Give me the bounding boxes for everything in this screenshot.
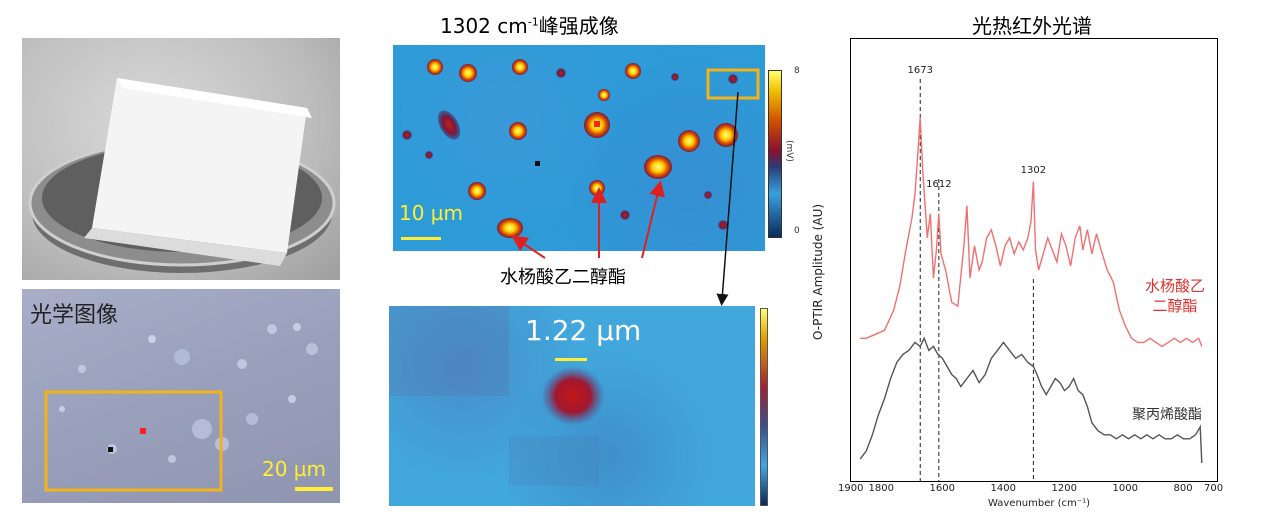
ptir-intensity-map: 10 µm: [393, 45, 765, 251]
spectrum-title: 光热红外光谱: [972, 14, 1092, 38]
imaging-title: 1302 cm-1峰强成像: [440, 10, 619, 39]
peak-label-1612: 1612: [926, 179, 951, 190]
spectrum-plot-area: 1673 1612 1302: [850, 38, 1218, 482]
map-colorbar: [768, 70, 782, 238]
spectrum-chart: 1673 1612 1302: [859, 65, 1203, 481]
x-tick-1800: 1800: [868, 483, 894, 494]
x-tick-1200: 1200: [1051, 483, 1077, 494]
zoom-size-label: 1.22 µm: [525, 314, 642, 347]
optical-scalebar-label: 20 µm: [262, 457, 327, 481]
optical-image-title: 光学图像: [30, 303, 119, 328]
spectrum-x-ticks: 1900 1800 1600 1400 1200 1000 800 700: [838, 483, 1240, 497]
imaging-title-prefix: 1302 cm: [440, 14, 528, 38]
map-colorbar-max: 8: [794, 66, 800, 76]
map-scalebar-label: 10 µm: [399, 201, 464, 225]
x-tick-800: 800: [1173, 483, 1193, 494]
x-tick-1900: 1900: [838, 483, 864, 494]
ptir-hotspots: [401, 59, 760, 240]
sample-photo-drawing: [28, 78, 336, 273]
imaging-title-sup: -1: [527, 15, 539, 29]
zoom-colorbar: [760, 308, 768, 506]
legend-red-label: 水杨酸乙二醇酯: [1145, 276, 1205, 316]
optical-particles: [44, 323, 333, 492]
spectrum-series-1: [859, 336, 1203, 464]
annotation-arrows: [511, 91, 739, 306]
x-tick-700: 700: [1204, 483, 1224, 494]
imaging-title-suffix: 峰强成像: [538, 14, 619, 38]
peak-label-1673: 1673: [908, 65, 933, 76]
optical-image-panel: 光学图像 20 µm: [22, 289, 340, 503]
arrow-red-3: [641, 180, 665, 259]
spectrum-ylabel: O-PTIR Amplitude (AU): [811, 203, 825, 340]
zoomed-ptir-map: 1.22 µm: [389, 306, 755, 506]
x-tick-1000: 1000: [1112, 483, 1138, 494]
legend-red-text: 水杨酸乙二醇酯: [1145, 277, 1206, 315]
arrow-red-1: [511, 235, 546, 259]
spectrum-series-0: [860, 117, 1203, 348]
x-tick-1600: 1600: [929, 483, 955, 494]
map-colorbar-min: 0: [794, 226, 800, 236]
sample-photo: [22, 38, 340, 280]
zoom-drawing: [389, 306, 605, 486]
map-annotation-label: 水杨酸乙二醇酯: [500, 267, 626, 288]
x-tick-1400: 1400: [990, 483, 1016, 494]
map-colorbar-unit: (mV): [784, 140, 794, 162]
arrow-zoom: [716, 91, 739, 306]
peak-label-1302: 1302: [1021, 165, 1046, 176]
legend-gray-label: 聚丙烯酸酯: [1132, 407, 1202, 423]
spectrum-xlabel: Wavenumber (cm⁻¹): [988, 498, 1090, 509]
